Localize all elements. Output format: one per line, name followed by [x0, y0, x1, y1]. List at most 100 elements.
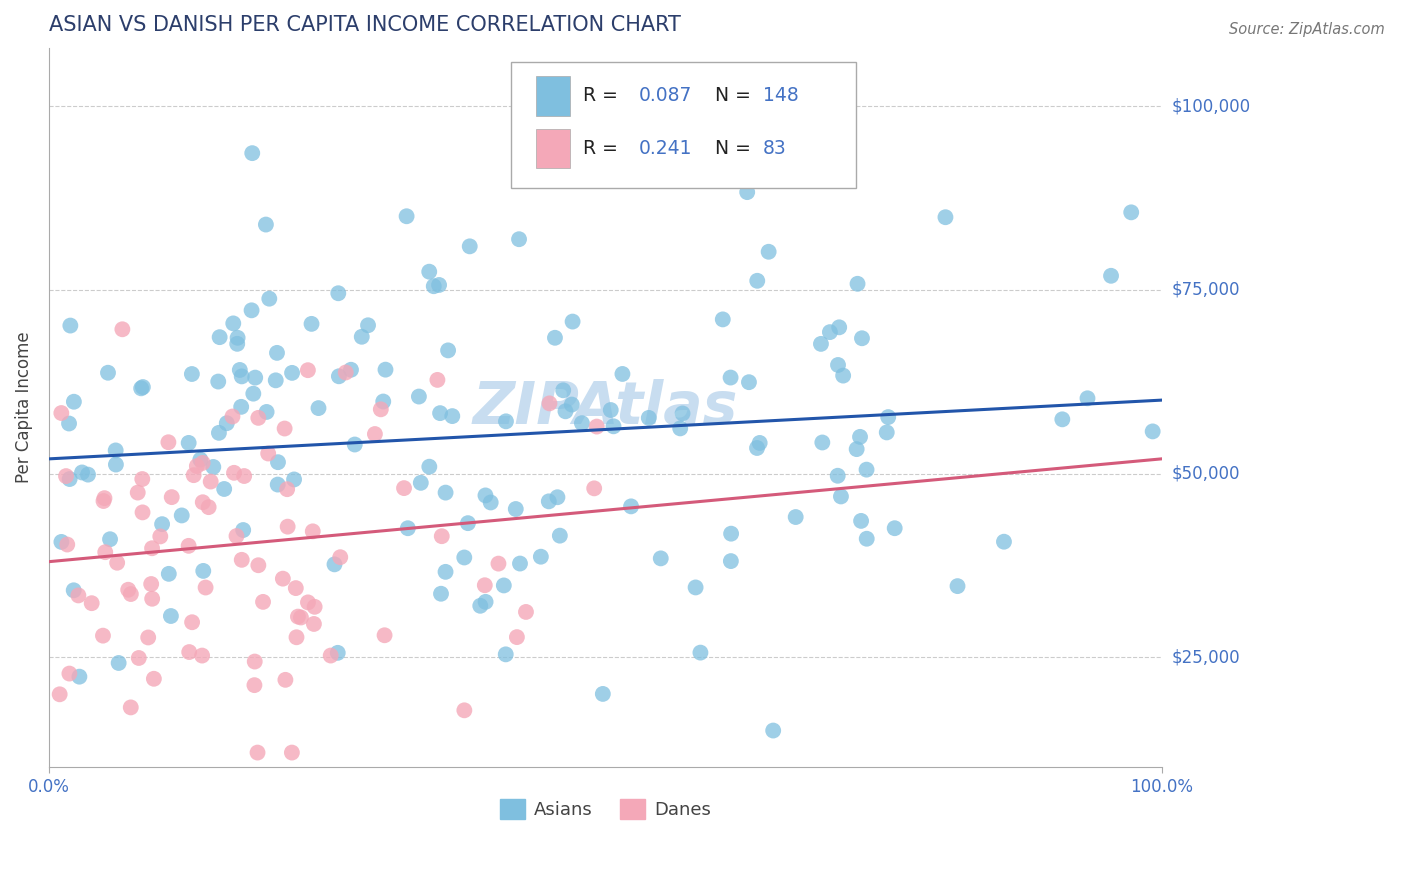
Point: [191, 456, 214, 470]
Point: [283, 473, 305, 487]
Point: [231, 400, 253, 414]
Point: [243, 655, 266, 669]
FancyBboxPatch shape: [510, 62, 856, 188]
Point: [127, 485, 149, 500]
Point: [48, 687, 70, 701]
Legend: Asians, Danes: Asians, Danes: [492, 791, 718, 827]
Point: [141, 541, 163, 556]
Point: [93, 494, 115, 508]
Point: [1052, 412, 1074, 426]
FancyBboxPatch shape: [536, 76, 569, 116]
Point: [120, 700, 142, 714]
Point: [301, 524, 323, 539]
Point: [735, 185, 758, 199]
Point: [474, 595, 496, 609]
Point: [160, 490, 183, 504]
Point: [612, 367, 634, 381]
Point: [301, 317, 323, 331]
Point: [181, 615, 204, 630]
Point: [554, 404, 576, 418]
Point: [290, 610, 312, 624]
Text: 0.087: 0.087: [638, 87, 692, 105]
Point: [104, 443, 127, 458]
Point: [97, 366, 120, 380]
Point: [131, 505, 153, 519]
Text: 83: 83: [763, 139, 787, 158]
Point: [281, 746, 304, 760]
Point: [423, 279, 446, 293]
Point: [231, 553, 253, 567]
Point: [599, 403, 621, 417]
Point: [877, 410, 900, 425]
Point: [180, 367, 202, 381]
Point: [429, 406, 451, 420]
Point: [202, 459, 225, 474]
Point: [883, 521, 905, 535]
Point: [142, 672, 165, 686]
Point: [811, 435, 834, 450]
Text: $25,000: $25,000: [1171, 648, 1240, 666]
Point: [274, 673, 297, 687]
Point: [277, 519, 299, 533]
Point: [747, 274, 769, 288]
Point: [395, 209, 418, 223]
Point: [297, 595, 319, 609]
Point: [55, 469, 77, 483]
Point: [170, 508, 193, 523]
Point: [191, 648, 214, 663]
Point: [561, 315, 583, 329]
Point: [252, 595, 274, 609]
Point: [136, 631, 159, 645]
Point: [711, 312, 734, 326]
Point: [232, 523, 254, 537]
Point: [141, 577, 163, 591]
Point: [120, 587, 142, 601]
Point: [208, 330, 231, 344]
Point: [876, 425, 898, 440]
Point: [474, 578, 496, 592]
Point: [506, 630, 529, 644]
Point: [183, 468, 205, 483]
Point: [197, 500, 219, 515]
Point: [226, 331, 249, 345]
Point: [689, 646, 711, 660]
Point: [160, 609, 183, 624]
Point: [374, 362, 396, 376]
Point: [720, 370, 742, 384]
Point: [267, 455, 290, 469]
Point: [51, 535, 73, 549]
Point: [364, 427, 387, 442]
Point: [107, 656, 129, 670]
Point: [266, 346, 288, 360]
Point: [946, 579, 969, 593]
Point: [284, 581, 307, 595]
Point: [150, 517, 173, 532]
Point: [340, 363, 363, 377]
Point: [934, 211, 956, 225]
Point: [669, 421, 692, 435]
Point: [157, 435, 180, 450]
Point: [323, 558, 346, 572]
Point: [222, 317, 245, 331]
Point: [179, 645, 201, 659]
Point: [285, 630, 308, 644]
FancyBboxPatch shape: [536, 128, 569, 169]
Point: [105, 556, 128, 570]
Text: $50,000: $50,000: [1171, 465, 1240, 483]
Point: [396, 521, 419, 535]
Point: [548, 529, 571, 543]
Point: [571, 416, 593, 430]
Point: [392, 481, 415, 495]
Point: [592, 687, 614, 701]
Point: [408, 390, 430, 404]
Point: [851, 331, 873, 345]
Point: [430, 587, 453, 601]
Point: [832, 368, 855, 383]
Point: [247, 558, 270, 573]
Point: [149, 529, 172, 543]
Point: [479, 495, 502, 509]
Point: [141, 591, 163, 606]
Point: [77, 467, 100, 482]
Point: [207, 375, 229, 389]
Point: [328, 286, 350, 301]
